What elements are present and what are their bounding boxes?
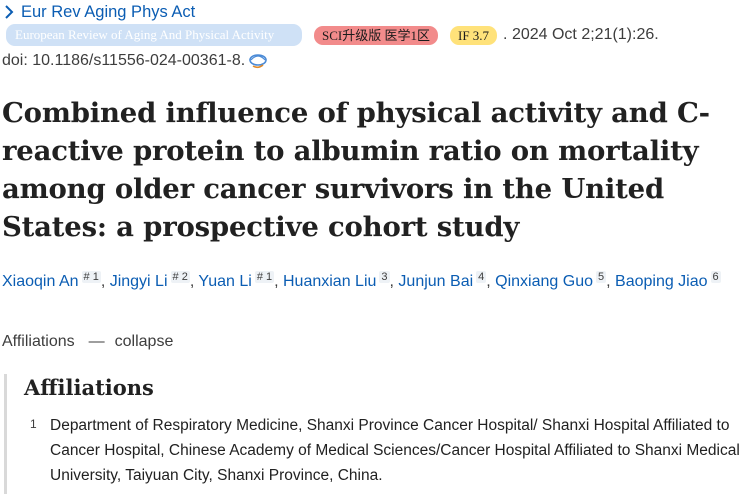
author-affiliation-sup[interactable]: # 1 — [254, 271, 275, 283]
external-link-icon[interactable] — [248, 53, 268, 69]
author-link[interactable]: Qinxiang Guo — [495, 273, 593, 290]
affiliations-toggle-label[interactable]: Affiliations — [2, 333, 75, 350]
author-link[interactable]: Xiaoqin An — [2, 273, 79, 290]
author-affiliation-sup[interactable]: # 2 — [170, 271, 190, 283]
sci-badge[interactable]: SCI升级版 医学1区 — [314, 25, 438, 45]
author-item: Huanxian Liu 3, — [283, 271, 399, 290]
article-title: Combined influence of physical activity … — [2, 97, 710, 243]
doi-row: doi: 10.1186/s11556-024-00361-8. — [2, 50, 268, 72]
author-item: Jingyi Li # 2, — [109, 271, 199, 290]
author-link[interactable]: Jingyi Li — [109, 273, 168, 290]
author-affiliation-sup[interactable]: 3 — [379, 271, 390, 283]
journal-link[interactable]: Eur Rev Aging Phys Act — [21, 2, 196, 21]
affiliations-panel: Affiliations 1 Department of Respiratory… — [4, 374, 752, 494]
author-item: Qinxiang Guo 5, — [495, 271, 616, 290]
author-affiliation-sup[interactable]: # 1 — [81, 271, 101, 283]
citation-date: . 2024 Oct 2;21(1):26. — [503, 26, 659, 43]
affiliations-toggle[interactable]: Affiliations — collapse — [2, 331, 173, 353]
affiliation-item: 1 Department of Respiratory Medicine, Sh… — [24, 413, 752, 488]
author-affiliation-sup[interactable]: 6 — [710, 271, 721, 283]
journal-full-badge: European Review of Aging And Physical Ac… — [6, 24, 302, 46]
affiliation-text: Department of Respiratory Medicine, Shan… — [50, 417, 740, 484]
author-link[interactable]: Yuan Li — [198, 273, 252, 290]
author-affiliation-sup[interactable]: 4 — [476, 271, 487, 283]
author-item: Baoping Jiao 6 — [615, 271, 721, 290]
journal-row: Eur Rev Aging Phys Act — [4, 1, 195, 23]
affiliations-heading: Affiliations — [24, 375, 154, 400]
author-item: Junjun Bai 4, — [398, 271, 496, 290]
doi-text: doi: 10.1186/s11556-024-00361-8. — [2, 52, 246, 69]
affiliation-number: 1 — [30, 417, 37, 431]
author-list: Xiaoqin An # 1, Jingyi Li # 2, Yuan Li # 1,… — [2, 264, 747, 295]
collapse-link[interactable]: collapse — [114, 333, 174, 350]
author-link[interactable]: Huanxian Liu — [283, 273, 377, 290]
citation-meta-row: European Review of Aging And Physical Ac… — [6, 24, 659, 46]
author-link[interactable]: Baoping Jiao — [615, 273, 708, 290]
author-link[interactable]: Junjun Bai — [398, 273, 474, 290]
impact-factor-badge[interactable]: IF 3.7 — [449, 25, 498, 45]
author-item: Xiaoqin An # 1, — [2, 271, 110, 290]
author-affiliation-sup[interactable]: 5 — [596, 271, 607, 283]
minus-icon: — — [88, 333, 105, 350]
chevron-right-icon[interactable] — [4, 5, 15, 19]
author-item: Yuan Li # 1, — [198, 271, 283, 290]
